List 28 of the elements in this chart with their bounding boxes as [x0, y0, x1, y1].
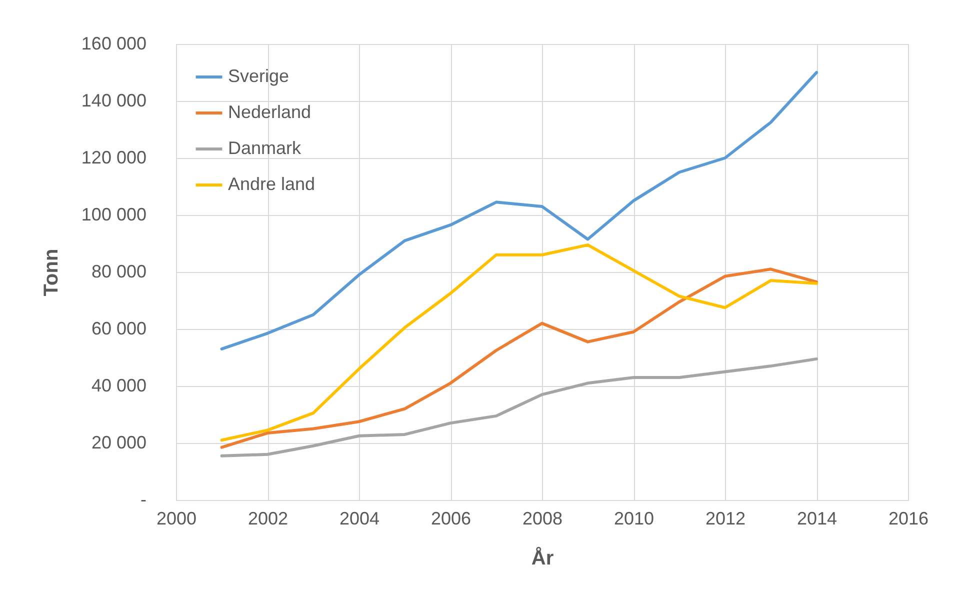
x-tick-label: 2004: [339, 508, 380, 528]
legend-label: Nederland: [228, 102, 312, 122]
line-series: [220, 243, 818, 442]
legend-label: Danmark: [228, 138, 302, 158]
x-axis-title: År: [531, 546, 554, 570]
y-tick-label: 60 000: [91, 318, 146, 338]
x-tick-label: 2008: [522, 508, 563, 528]
x-tick-label: 2010: [614, 508, 654, 528]
y-tick-label: 140 000: [81, 90, 146, 110]
y-tick-label: 80 000: [91, 262, 146, 282]
y-tick-label: 40 000: [91, 376, 146, 396]
y-tick-label: 100 000: [81, 204, 146, 224]
legend-label: Andre land: [228, 174, 316, 194]
x-tick-label: 2014: [796, 508, 838, 528]
line-series: [220, 357, 818, 458]
y-tick-label: 160 000: [81, 34, 146, 54]
x-tick-label: 2000: [156, 508, 197, 528]
x-tick-label: 2002: [248, 508, 288, 528]
line-series: [220, 71, 818, 350]
x-tick-label: 2016: [888, 508, 929, 528]
y-tick-label: 20 000: [91, 432, 146, 452]
line-series: [220, 268, 818, 449]
x-tick-label: 2006: [430, 508, 472, 528]
y-tick-label: 120 000: [81, 148, 146, 168]
legend-label: Sverige: [228, 66, 290, 86]
y-tick-label: -: [140, 490, 146, 510]
x-tick-label: 2012: [705, 508, 746, 528]
y-axis-title: Tonn: [40, 248, 62, 296]
